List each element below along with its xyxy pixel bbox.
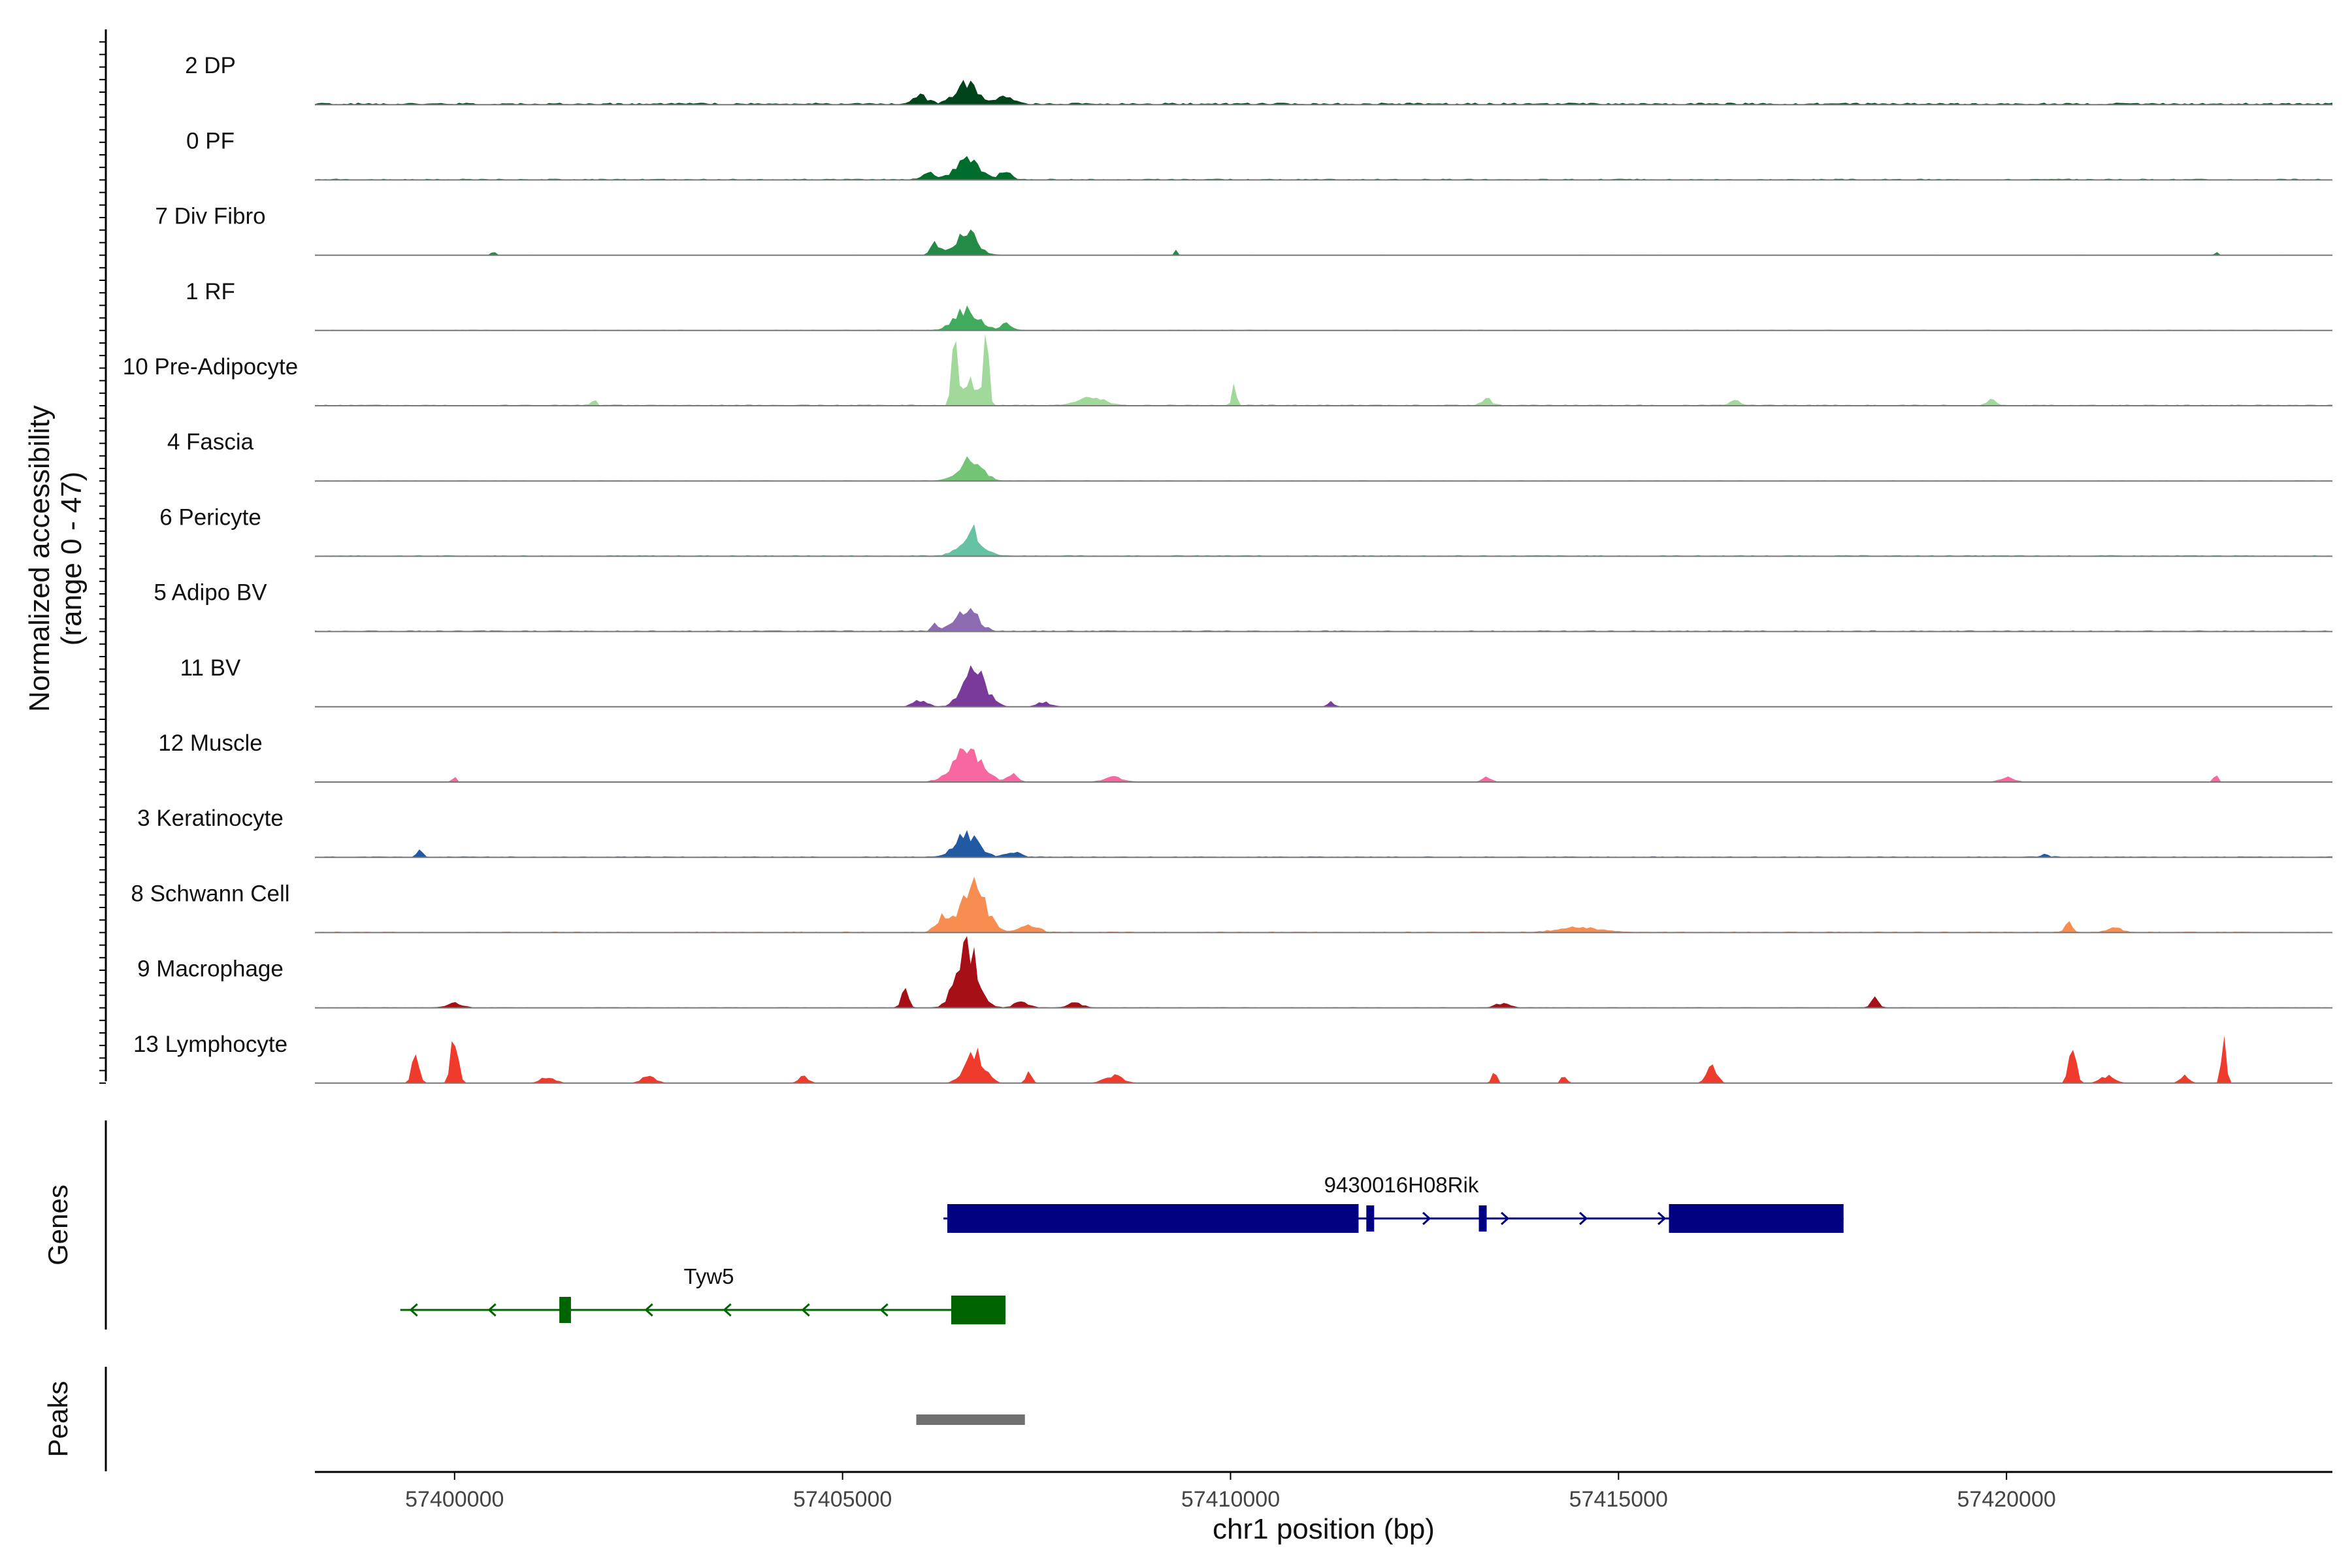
track-label: 8 Schwann Cell (131, 881, 289, 906)
track: 3 Keratinocyte (137, 806, 2332, 858)
track-label: 9 Macrophage (137, 956, 284, 982)
track-coverage-area (315, 876, 2332, 933)
strand-arrow-icon (801, 1303, 810, 1317)
track-label: 2 DP (185, 53, 236, 78)
y-axis-title: Normalized accessibility (24, 405, 56, 711)
track-coverage-area (315, 80, 2332, 105)
x-axis-ticks: 57400000 57405000 57410000 57415000 57420000 (405, 1472, 2056, 1512)
gene-exon (1366, 1205, 1375, 1232)
track-label: 7 Div Fibro (155, 204, 265, 229)
track: 11 BV (180, 655, 2332, 708)
genes-panel: Genes 9430016H08Rik Tyw5 (42, 1120, 1844, 1330)
peak-regions (916, 1414, 1025, 1425)
track: 13 Lymphocyte (133, 1032, 2332, 1084)
strand-arrow-icon (644, 1303, 653, 1317)
track-coverage-area (315, 305, 2332, 331)
gene-model: 9430016H08Rik (943, 1173, 1844, 1233)
strand-arrow-icon (1422, 1211, 1431, 1226)
track-label: 11 BV (180, 655, 241, 681)
track-label: 0 PF (186, 128, 235, 154)
x-tick-label: 57405000 (793, 1487, 892, 1512)
genes-panel-label: Genes (42, 1184, 73, 1266)
y-axis-ticks (99, 41, 106, 1084)
track: 6 Pericyte (159, 504, 2332, 557)
track-label: 6 Pericyte (159, 504, 261, 530)
strand-arrow-icon (1658, 1211, 1667, 1226)
track: 0 PF (186, 128, 2332, 181)
track-coverage-area (315, 1036, 2332, 1083)
gene-models: 9430016H08Rik Tyw5 (400, 1173, 1844, 1324)
track: 2 DP (185, 53, 2332, 106)
track: 5 Adipo BV (154, 580, 2332, 632)
strand-arrow-icon (879, 1303, 889, 1317)
track-label: 12 Muscle (158, 730, 263, 756)
gene-name-label: 9430016H08Rik (1324, 1173, 1479, 1197)
track-label: 5 Adipo BV (154, 580, 267, 606)
strand-arrow-icon (487, 1303, 497, 1317)
track: 12 Muscle (158, 730, 2332, 783)
track-label: 1 RF (186, 279, 235, 304)
gene-exon (1478, 1205, 1487, 1232)
track-label: 3 Keratinocyte (137, 806, 284, 831)
x-tick-label: 57400000 (405, 1487, 504, 1512)
track: 9 Macrophage (137, 936, 2332, 1009)
track: 1 RF (186, 279, 2332, 331)
y-axis-range-label: (range 0 - 47) (56, 472, 88, 646)
x-axis: 57400000 57405000 57410000 57415000 57420000… (315, 1471, 2332, 1545)
peak-region-bar (916, 1414, 1025, 1425)
strand-arrow-icon (409, 1303, 418, 1317)
track: 8 Schwann Cell (131, 876, 2332, 934)
strand-arrow-icon (1501, 1211, 1510, 1226)
gene-exon (559, 1297, 571, 1323)
x-axis-title: chr1 position (bp) (1213, 1513, 1435, 1545)
x-tick-label: 57415000 (1569, 1487, 1668, 1512)
gene-exon (947, 1204, 1359, 1233)
gene-exon (1669, 1204, 1844, 1233)
track-coverage-area (315, 334, 2332, 406)
track-label: 13 Lymphocyte (133, 1032, 287, 1057)
track-coverage-area (315, 456, 2332, 482)
peaks-panel-label: Peaks (42, 1381, 73, 1458)
track-coverage-area (315, 936, 2332, 1008)
track-coverage-area (315, 748, 2332, 782)
strand-arrow-icon (1579, 1211, 1588, 1226)
x-tick-label: 57420000 (1957, 1487, 2056, 1512)
track-coverage-area (315, 155, 2332, 180)
accessibility-tracks: 2 DP 0 PF 7 Div Fibro 1 RF 10 Pre-Adipocyte 4… (123, 53, 2332, 1084)
track-coverage-area (315, 524, 2332, 557)
track-coverage-area (315, 608, 2332, 632)
gene-exon (951, 1296, 1006, 1324)
track: 10 Pre-Adipocyte (123, 334, 2332, 406)
track-coverage-area (315, 665, 2332, 707)
gene-model: Tyw5 (400, 1264, 1006, 1324)
strand-arrow-icon (723, 1303, 732, 1317)
track-coverage-area (315, 830, 2332, 858)
peaks-panel: Peaks (42, 1367, 1025, 1471)
track: 4 Fascia (167, 429, 2332, 482)
track-coverage-area (315, 229, 2332, 255)
track-label: 10 Pre-Adipocyte (123, 354, 298, 380)
track-label: 4 Fascia (167, 429, 254, 455)
track: 7 Div Fibro (155, 204, 2332, 256)
y-axis: Normalized accessibility (range 0 - 47) (24, 29, 107, 1084)
gene-name-label: Tyw5 (683, 1264, 734, 1288)
x-tick-label: 57410000 (1181, 1487, 1280, 1512)
